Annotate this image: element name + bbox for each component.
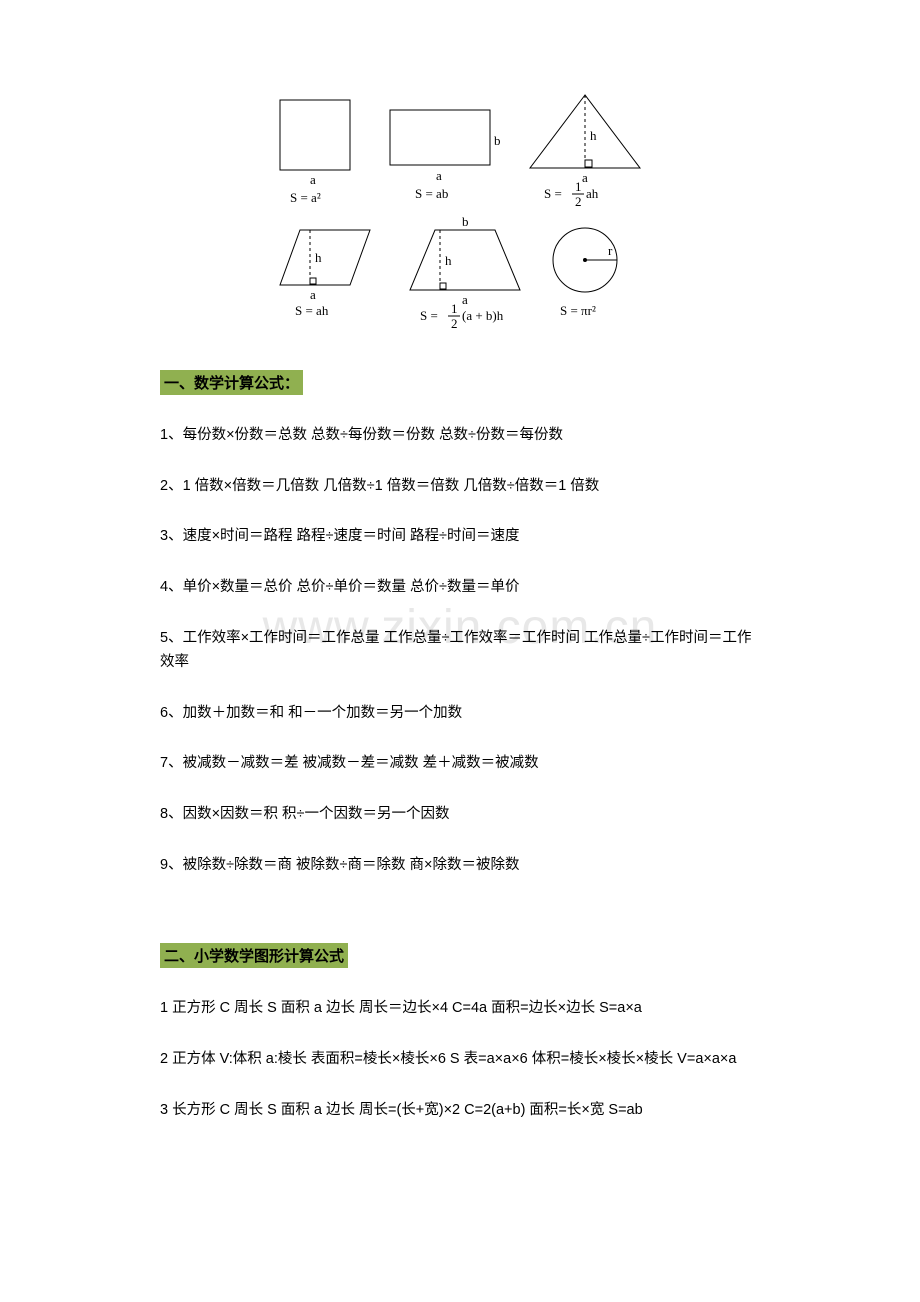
- formula-line: 8、因数×因数＝积 积÷一个因数＝另一个因数: [160, 802, 760, 827]
- formula-line: 2、1 倍数×倍数＝几倍数 几倍数÷1 倍数＝倍数 几倍数÷倍数＝1 倍数: [160, 474, 760, 499]
- svg-text:1: 1: [451, 301, 458, 316]
- formula-line: 6、加数＋加数＝和 和－一个加数＝另一个加数: [160, 701, 760, 726]
- svg-text:S =: S =: [544, 186, 562, 201]
- svg-text:h: h: [445, 253, 452, 268]
- formula-line: 1、每份数×份数＝总数 总数÷每份数＝份数 总数÷份数＝每份数: [160, 423, 760, 448]
- svg-text:ah: ah: [586, 186, 599, 201]
- svg-text:1: 1: [575, 179, 582, 194]
- svg-text:h: h: [590, 128, 597, 143]
- section1-lines: 1、每份数×份数＝总数 总数÷每份数＝份数 总数÷份数＝每份数 2、1 倍数×倍数…: [160, 423, 760, 877]
- svg-text:(a + b)h: (a + b)h: [462, 308, 504, 323]
- section1-heading: 一、数学计算公式：: [160, 370, 303, 395]
- formula-line: 2 正方体 V:体积 a:棱长 表面积=棱长×棱长×6 S 表=a×a×6 体积…: [160, 1047, 760, 1072]
- formula-line: 9、被除数÷除数＝商 被除数÷商＝除数 商×除数＝被除数: [160, 853, 760, 878]
- formula-line: 7、被减数－减数＝差 被减数－差＝减数 差＋减数＝被减数: [160, 751, 760, 776]
- formula-line: 4、单价×数量＝总价 总价÷单价＝数量 总价÷数量＝单价: [160, 575, 760, 600]
- svg-text:a: a: [582, 170, 588, 185]
- page-content: a S = a² b a S = ab h a S = 1 2 ah h: [160, 90, 760, 1122]
- formula-line: 1 正方形 C 周长 S 面积 a 边长 周长＝边长×4 C=4a 面积=边长×…: [160, 996, 760, 1021]
- svg-text:a: a: [436, 168, 442, 183]
- svg-text:2: 2: [575, 194, 582, 209]
- svg-text:a: a: [462, 292, 468, 307]
- svg-text:S =: S =: [420, 308, 438, 323]
- formula-line: 3、速度×时间＝路程 路程÷速度＝时间 路程÷时间＝速度: [160, 524, 760, 549]
- svg-text:b: b: [494, 133, 501, 148]
- section2-lines: 1 正方形 C 周长 S 面积 a 边长 周长＝边长×4 C=4a 面积=边长×…: [160, 996, 760, 1122]
- svg-text:a: a: [310, 172, 316, 187]
- svg-text:S = a²: S = a²: [290, 190, 321, 205]
- section2-heading: 二、小学数学图形计算公式: [160, 943, 348, 968]
- formula-line: 5、工作效率×工作时间＝工作总量 工作总量÷工作效率＝工作时间 工作总量÷工作时…: [160, 626, 760, 675]
- svg-text:S = ab: S = ab: [415, 186, 448, 201]
- geometry-formula-diagram: a S = a² b a S = ab h a S = 1 2 ah h: [260, 90, 660, 330]
- svg-text:S = ah: S = ah: [295, 303, 329, 318]
- svg-text:b: b: [462, 214, 469, 229]
- formula-line: 3 长方形 C 周长 S 面积 a 边长 周长=(长+宽)×2 C=2(a+b)…: [160, 1098, 760, 1123]
- svg-text:h: h: [315, 250, 322, 265]
- svg-text:a: a: [310, 287, 316, 302]
- svg-text:r: r: [608, 243, 613, 258]
- svg-text:2: 2: [451, 316, 458, 330]
- svg-text:S = πr²: S = πr²: [560, 303, 596, 318]
